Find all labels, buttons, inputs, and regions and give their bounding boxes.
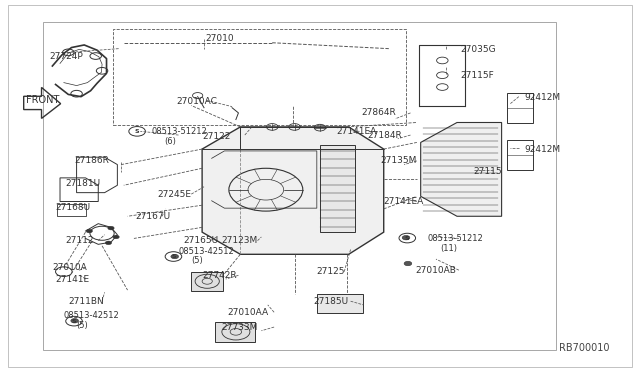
Circle shape [86, 229, 93, 233]
Text: 27165U: 27165U [183, 236, 218, 245]
Circle shape [113, 235, 119, 239]
Text: (5): (5) [191, 256, 203, 265]
Text: 27125: 27125 [317, 267, 346, 276]
Text: 27186R: 27186R [75, 156, 109, 166]
Polygon shape [317, 294, 364, 313]
Text: 27010A: 27010A [52, 263, 87, 272]
Text: 27167U: 27167U [135, 212, 170, 221]
Text: 27184R: 27184R [368, 131, 403, 140]
Text: S: S [72, 319, 76, 324]
Polygon shape [215, 322, 255, 342]
Text: 27181U: 27181U [65, 179, 100, 187]
Text: 08513-51212: 08513-51212 [151, 127, 207, 136]
Text: 27185U: 27185U [314, 297, 349, 306]
Polygon shape [420, 122, 502, 216]
Text: 08513-51212: 08513-51212 [427, 234, 483, 243]
Text: 27168U: 27168U [56, 203, 91, 212]
Text: 27115: 27115 [473, 167, 502, 176]
Text: 2711BN: 2711BN [68, 297, 104, 306]
Text: 27010AB: 27010AB [415, 266, 456, 275]
Circle shape [105, 241, 111, 245]
Text: 08513-42512: 08513-42512 [64, 311, 120, 320]
Text: 27724P: 27724P [49, 52, 83, 61]
Text: 27122: 27122 [202, 132, 230, 141]
Text: 27035G: 27035G [460, 45, 496, 54]
Text: 27010AC: 27010AC [177, 97, 218, 106]
Circle shape [404, 261, 412, 266]
Text: S: S [171, 254, 176, 259]
Text: 27010: 27010 [205, 34, 234, 43]
Text: 27123M: 27123M [221, 236, 257, 245]
Text: 27115F: 27115F [460, 71, 494, 80]
Text: S: S [135, 129, 140, 134]
Polygon shape [320, 145, 355, 232]
Text: 27010AA: 27010AA [228, 308, 269, 317]
Polygon shape [202, 127, 384, 254]
Text: (11): (11) [440, 244, 457, 253]
Text: 92412M: 92412M [524, 145, 560, 154]
Polygon shape [191, 272, 223, 291]
Circle shape [171, 254, 179, 259]
Text: 27135M: 27135M [381, 156, 417, 166]
Text: 27141E: 27141E [56, 275, 90, 283]
Text: 27141EA: 27141EA [336, 127, 376, 136]
Text: (6): (6) [164, 137, 176, 146]
Text: 27733M: 27733M [221, 323, 258, 331]
Circle shape [71, 318, 79, 323]
Circle shape [402, 235, 410, 240]
Text: 27864R: 27864R [362, 108, 396, 117]
Circle shape [108, 226, 114, 230]
Text: RB700010: RB700010 [559, 343, 609, 353]
Text: 27742R: 27742R [202, 271, 237, 280]
Text: 08513-42512: 08513-42512 [179, 247, 234, 256]
Text: (5): (5) [77, 321, 88, 330]
Text: S: S [405, 235, 410, 241]
Text: 27112: 27112 [65, 236, 93, 245]
Text: 27141EA: 27141EA [384, 197, 424, 206]
Text: FRONT: FRONT [26, 95, 59, 105]
Text: 92412M: 92412M [524, 93, 560, 102]
Text: 27245E: 27245E [157, 190, 191, 199]
